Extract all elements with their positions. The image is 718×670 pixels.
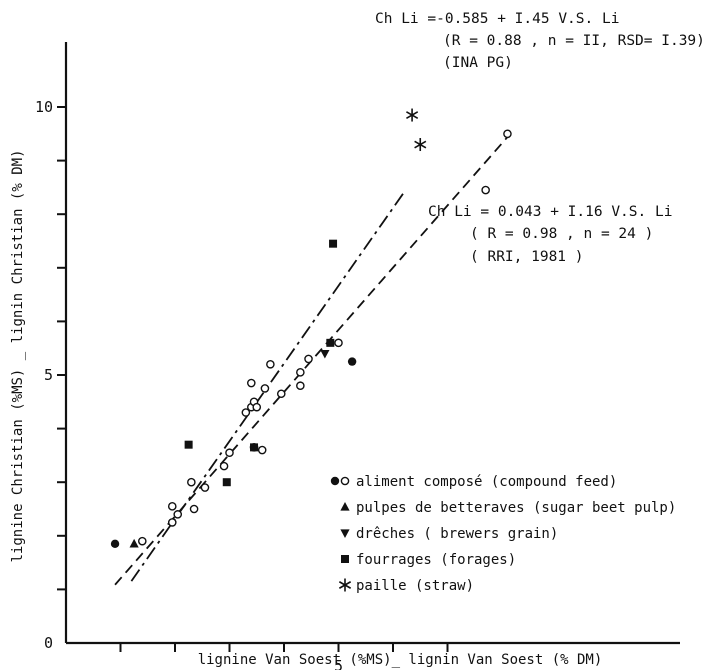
point-square-4-4	[329, 239, 338, 248]
y-tick-label-10: 10	[35, 98, 53, 116]
point-circle-open-0-1	[167, 518, 177, 527]
legend-label-4: paille (straw)	[356, 578, 474, 594]
point-square-4-1	[222, 478, 231, 487]
data-points	[110, 108, 512, 549]
axes	[64, 42, 680, 645]
point-asterisk-5-0-stroke-2	[406, 111, 419, 119]
point-circle-open-0-19	[296, 381, 305, 391]
point-circle-open-0-9	[257, 445, 267, 455]
axis-tick-labels: 5 0 5 10	[35, 98, 343, 670]
point-circle-open-0-3	[167, 502, 177, 511]
regression-ina-equation: Ch Li =-0.585 + I.45 V.S. Li	[375, 11, 619, 27]
point-circle-open-0-0	[137, 536, 147, 546]
point-circle-open-0-23	[503, 129, 512, 139]
y-axis-label: lignine Christian (%MS) _ lignin Christi…	[10, 149, 26, 562]
point-circle-open-0-22	[334, 338, 343, 348]
point-circle-open-0-20	[296, 368, 305, 377]
point-circle-open-0-16	[260, 384, 270, 393]
legend-label-3: fourrages (forages)	[356, 552, 516, 568]
point-circle-open-0-24	[481, 185, 490, 195]
point-circle-open-0-6	[187, 477, 196, 487]
point-triangle-up-2-0	[129, 538, 139, 548]
point-triangle-down-3-0	[320, 349, 330, 359]
regression-label-rri: Ch Li = 0.043 + I.16 V.S. Li ( R = 0.98 …	[428, 204, 672, 265]
legend-marker-0-filled	[330, 476, 340, 486]
axis-ticks	[57, 106, 449, 652]
y-tick-label-5: 5	[44, 366, 53, 384]
legend-label-1: pulpes de betteraves (sugar beet pulp)	[356, 500, 676, 516]
legend: aliment composé (compound feed) pulpes de…	[330, 474, 676, 594]
point-circle-open-0-11	[241, 408, 251, 417]
legend-marker-1	[340, 502, 350, 511]
regression-rri-stats: ( R = 0.98 , n = 24 )	[470, 226, 653, 242]
regression-rri-source: ( RRI, 1981 )	[470, 249, 584, 265]
point-square-4-2	[250, 443, 259, 452]
regression-label-ina: Ch Li =-0.585 + I.45 V.S. Li (R = 0.88 ,…	[375, 11, 705, 71]
legend-marker-3	[341, 555, 349, 563]
point-asterisk-5-1	[414, 138, 427, 152]
point-circle-open-0-4	[189, 504, 199, 514]
regression-ina-source: (INA PG)	[443, 55, 513, 71]
x-axis-label: lignine Van Soest (%MS)_ lignin Van Soes…	[198, 652, 603, 668]
legend-marker-2	[340, 529, 350, 538]
legend-marker-4-stroke-2	[338, 581, 352, 589]
point-circle-open-0-14	[252, 402, 262, 412]
point-circle-open-0-7	[219, 461, 229, 471]
point-asterisk-5-0	[406, 108, 419, 122]
point-circle-open-0-8	[225, 448, 234, 458]
y-tick-label-0: 0	[44, 634, 53, 652]
point-circle-open-0-17	[266, 359, 275, 369]
point-circle-filled-1-0	[110, 539, 120, 549]
point-circle-open-0-2	[173, 510, 183, 519]
legend-label-2: drêches ( brewers grain)	[356, 526, 558, 542]
point-circle-open-0-5	[200, 483, 210, 492]
legend-label-0: aliment composé (compound feed)	[356, 474, 617, 490]
point-circle-open-0-15	[246, 378, 256, 388]
legend-marker-4	[338, 578, 352, 592]
point-square-4-3	[326, 338, 335, 347]
point-circle-open-0-21	[304, 354, 313, 364]
x-tick-label-5: 5	[334, 657, 343, 670]
regression-ina-stats: (R = 0.88 , n = II, RSD= I.39)	[443, 33, 705, 49]
legend-marker-0	[330, 476, 350, 486]
point-square-4-0	[184, 440, 193, 449]
point-circle-open-0-18	[276, 389, 286, 399]
legend-marker-0-open	[340, 476, 350, 486]
regression-rri-equation: Ch Li = 0.043 + I.16 V.S. Li	[428, 204, 672, 220]
point-asterisk-5-1-stroke-2	[414, 140, 427, 149]
point-circle-filled-1-1	[347, 357, 357, 366]
